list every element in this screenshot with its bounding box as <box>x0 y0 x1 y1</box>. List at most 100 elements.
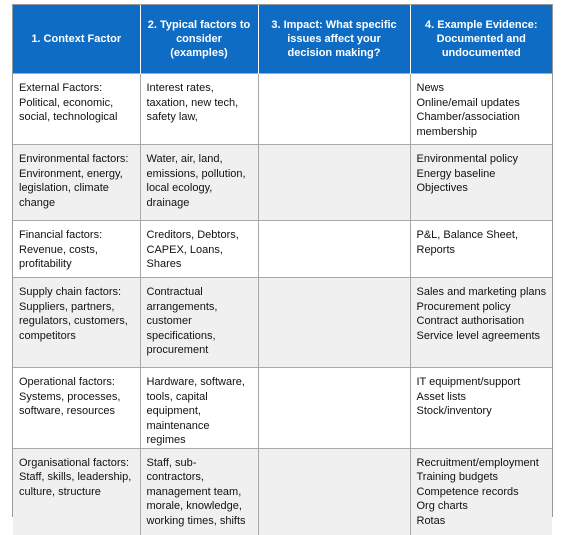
cell-text-line: Suppliers, partners, <box>19 300 134 315</box>
cell-text-line: profitability <box>19 257 134 272</box>
cell-text-line: Online/email updates <box>417 96 547 111</box>
impact-cell <box>258 74 410 145</box>
table-body: External Factors:Political, economic,soc… <box>13 74 552 535</box>
cell-text-line: Competence records <box>417 485 547 500</box>
cell-text-line: Rotas <box>417 514 547 529</box>
cell-text-line: Environmental policy <box>417 152 547 167</box>
context-factor-cell: Financial factors:Revenue, costs,profita… <box>13 221 140 278</box>
cell-text-line: safety law, <box>147 110 252 125</box>
cell-text-line: Recruitment/employment <box>417 456 547 471</box>
cell-text-line: P&L, Balance Sheet, <box>417 228 547 243</box>
cell-text-line: Training budgets <box>417 470 547 485</box>
typical-factors-cell: Water, air, land,emissions, pollution,lo… <box>140 145 258 221</box>
cell-text-line: drainage <box>147 196 252 211</box>
cell-text-line: change <box>19 196 134 211</box>
context-factors-table-frame: 1. Context Factor 2. Typical factors to … <box>12 4 553 517</box>
impact-cell <box>258 221 410 278</box>
header-row: 1. Context Factor 2. Typical factors to … <box>13 5 552 74</box>
typical-factors-cell: Staff, sub-contractors,management team,m… <box>140 448 258 535</box>
cell-text-line: Staff, skills, leadership, <box>19 470 134 485</box>
cell-text-line: procurement <box>147 343 252 358</box>
cell-text-line: legislation, climate <box>19 181 134 196</box>
context-factor-cell: Supply chain factors:Suppliers, partners… <box>13 278 140 368</box>
cell-text-line: Org charts <box>417 499 547 514</box>
cell-text-line: Water, air, land, <box>147 152 252 167</box>
table-row: Supply chain factors:Suppliers, partners… <box>13 278 552 368</box>
cell-text-line: regimes <box>147 433 252 448</box>
cell-text-line: Political, economic, <box>19 96 134 111</box>
cell-text-line: tools, capital <box>147 390 252 405</box>
cell-text-line: morale, knowledge, <box>147 499 252 514</box>
context-factor-cell: Environmental factors:Environment, energ… <box>13 145 140 221</box>
cell-text-line: social, technological <box>19 110 134 125</box>
cell-text-line: arrangements, <box>147 300 252 315</box>
table-row: Organisational factors:Staff, skills, le… <box>13 448 552 535</box>
cell-text-line: Contract authorisation <box>417 314 547 329</box>
cell-text-line: taxation, new tech, <box>147 96 252 111</box>
table-row: Operational factors:Systems, processes,s… <box>13 368 552 449</box>
table-row: Financial factors:Revenue, costs,profita… <box>13 221 552 278</box>
header-typical-factors: 2. Typical factors to consider (examples… <box>140 5 258 74</box>
header-example-evidence: 4. Example Evidence: Documented and undo… <box>410 5 552 74</box>
table-row: Environmental factors:Environment, energ… <box>13 145 552 221</box>
impact-cell <box>258 368 410 449</box>
cell-text-line: Organisational factors: <box>19 456 134 471</box>
cell-text-line: Objectives <box>417 181 547 196</box>
cell-text-line: Systems, processes, <box>19 390 134 405</box>
cell-text-line: Chamber/association <box>417 110 547 125</box>
cell-text-line: contractors, <box>147 470 252 485</box>
header-impact: 3. Impact: What specific issues affect y… <box>258 5 410 74</box>
cell-text-line: Asset lists <box>417 390 547 405</box>
context-factor-cell: Organisational factors:Staff, skills, le… <box>13 448 140 535</box>
cell-text-line: emissions, pollution, <box>147 167 252 182</box>
cell-text-line: Operational factors: <box>19 375 134 390</box>
context-factors-table: 1. Context Factor 2. Typical factors to … <box>13 5 552 535</box>
cell-text-line: Hardware, software, <box>147 375 252 390</box>
cell-text-line: maintenance <box>147 419 252 434</box>
cell-text-line: Environmental factors: <box>19 152 134 167</box>
cell-text-line: Shares <box>147 257 252 272</box>
cell-text-line: customer <box>147 314 252 329</box>
cell-text-line: equipment, <box>147 404 252 419</box>
typical-factors-cell: Interest rates,taxation, new tech,safety… <box>140 74 258 145</box>
cell-text-line: Environment, energy, <box>19 167 134 182</box>
cell-text-line: Contractual <box>147 285 252 300</box>
cell-text-line: Energy baseline <box>417 167 547 182</box>
typical-factors-cell: Creditors, Debtors,CAPEX, Loans,Shares <box>140 221 258 278</box>
cell-text-line: competitors <box>19 329 134 344</box>
cell-text-line: CAPEX, Loans, <box>147 243 252 258</box>
table-row: External Factors:Political, economic,soc… <box>13 74 552 145</box>
evidence-cell: P&L, Balance Sheet,Reports <box>410 221 552 278</box>
cell-text-line: Stock/inventory <box>417 404 547 419</box>
cell-text-line: News <box>417 81 547 96</box>
cell-text-line: Interest rates, <box>147 81 252 96</box>
cell-text-line: management team, <box>147 485 252 500</box>
cell-text-line: working times, shifts <box>147 514 252 529</box>
context-factor-cell: External Factors:Political, economic,soc… <box>13 74 140 145</box>
cell-text-line: Sales and marketing plans <box>417 285 547 300</box>
header-context-factor: 1. Context Factor <box>13 5 140 74</box>
cell-text-line: local ecology, <box>147 181 252 196</box>
cell-text-line: culture, structure <box>19 485 134 500</box>
cell-text-line: software, resources <box>19 404 134 419</box>
impact-cell <box>258 278 410 368</box>
context-factor-cell: Operational factors:Systems, processes,s… <box>13 368 140 449</box>
cell-text-line: Creditors, Debtors, <box>147 228 252 243</box>
cell-text-line: specifications, <box>147 329 252 344</box>
cell-text-line: membership <box>417 125 547 140</box>
cell-text-line: Reports <box>417 243 547 258</box>
cell-text-line: IT equipment/support <box>417 375 547 390</box>
cell-text-line: Supply chain factors: <box>19 285 134 300</box>
cell-text-line: Financial factors: <box>19 228 134 243</box>
impact-cell <box>258 145 410 221</box>
impact-cell <box>258 448 410 535</box>
cell-text-line: regulators, customers, <box>19 314 134 329</box>
cell-text-line: Staff, sub- <box>147 456 252 471</box>
